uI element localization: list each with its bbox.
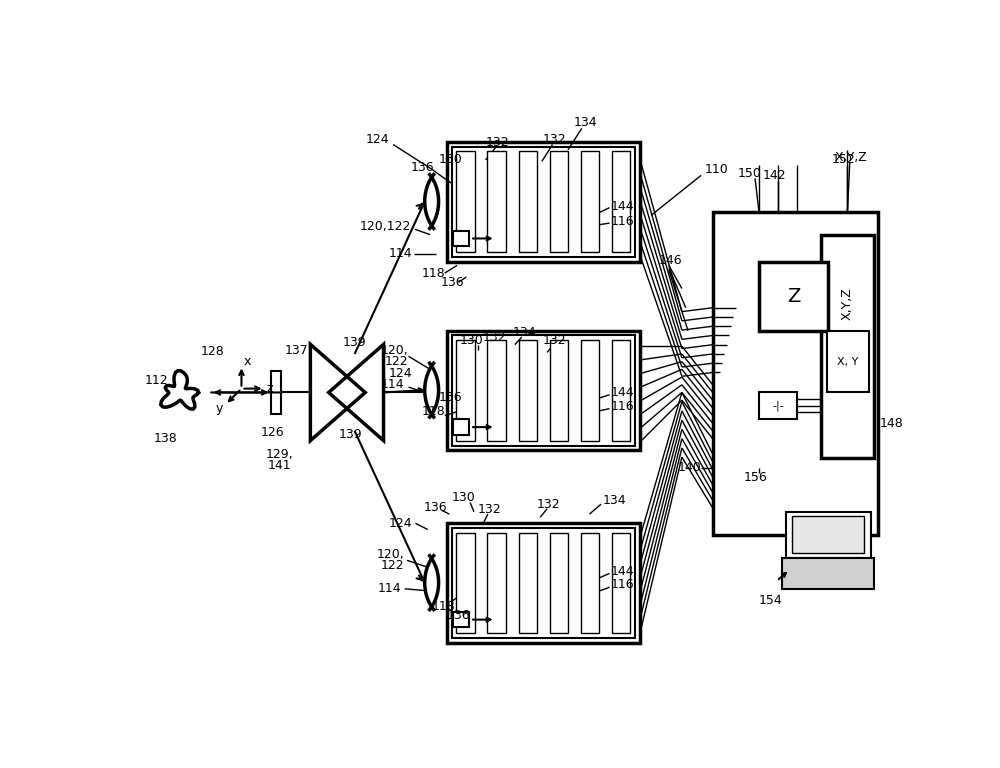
Text: 134: 134 [574, 117, 597, 130]
Text: 114: 114 [377, 582, 401, 595]
Text: 132: 132 [485, 136, 509, 149]
Bar [453, 230, 469, 247]
Text: 139: 139 [339, 429, 363, 442]
Text: 136: 136 [447, 609, 470, 622]
Bar [456, 340, 475, 441]
Text: 141: 141 [267, 459, 291, 472]
Bar [759, 392, 797, 419]
Text: 126: 126 [260, 426, 284, 439]
Text: 137: 137 [285, 343, 309, 356]
Text: 110: 110 [705, 163, 729, 176]
Text: 116: 116 [611, 215, 635, 228]
Text: 136: 136 [424, 502, 447, 515]
Text: 156: 156 [743, 471, 767, 484]
Text: Z: Z [787, 286, 800, 306]
Text: -|-: -|- [772, 400, 784, 411]
Text: 142: 142 [762, 169, 786, 182]
Text: 134: 134 [603, 494, 626, 507]
Text: 114: 114 [381, 379, 405, 391]
Bar [452, 336, 635, 445]
Text: 150: 150 [738, 167, 762, 180]
Bar [612, 151, 630, 253]
Text: y: y [215, 402, 223, 415]
Text: 148: 148 [880, 417, 904, 430]
Text: 130: 130 [452, 492, 476, 505]
Bar [612, 340, 630, 441]
Bar [581, 151, 599, 253]
Text: 146: 146 [659, 253, 682, 266]
Text: 118: 118 [422, 266, 446, 280]
Text: 116: 116 [611, 578, 635, 591]
Bar [782, 558, 874, 589]
Bar [447, 331, 640, 450]
Text: 132: 132 [483, 330, 507, 343]
Text: 118: 118 [422, 406, 446, 419]
Text: 132: 132 [537, 498, 561, 511]
Text: 130: 130 [439, 154, 463, 167]
Bar [792, 516, 864, 554]
Text: 138: 138 [154, 432, 178, 445]
Bar [612, 532, 630, 634]
Text: 120,122: 120,122 [360, 220, 411, 233]
Text: 114: 114 [389, 247, 413, 260]
Text: 136: 136 [441, 276, 464, 289]
Bar [519, 340, 537, 441]
Text: 122: 122 [385, 355, 409, 368]
Bar [581, 532, 599, 634]
Bar [487, 340, 506, 441]
Text: 144: 144 [611, 386, 635, 399]
Text: 116: 116 [611, 400, 635, 413]
Bar [453, 612, 469, 627]
Text: 130: 130 [460, 333, 484, 346]
Bar [447, 523, 640, 643]
Text: X,Y,Z: X,Y,Z [841, 287, 854, 320]
Bar [452, 147, 635, 257]
Bar [519, 151, 537, 253]
Text: 154: 154 [759, 594, 782, 607]
Text: 140: 140 [678, 462, 701, 475]
Text: 136: 136 [411, 161, 434, 174]
Bar [271, 371, 281, 414]
Text: X, Y: X, Y [837, 356, 858, 366]
Text: 144: 144 [611, 564, 635, 578]
Text: 132: 132 [543, 333, 567, 346]
Bar [487, 532, 506, 634]
Text: 124: 124 [389, 366, 412, 379]
Text: 120,: 120, [377, 548, 405, 561]
Bar [713, 211, 878, 535]
Text: 124: 124 [366, 134, 390, 147]
Bar [786, 511, 871, 558]
Text: 118: 118 [431, 600, 455, 613]
Text: 152: 152 [832, 154, 855, 167]
Bar [550, 151, 568, 253]
Text: 132: 132 [478, 503, 501, 516]
Text: 139: 139 [343, 336, 366, 349]
Text: 122: 122 [381, 559, 405, 572]
Text: 120,: 120, [381, 343, 409, 356]
Text: 128: 128 [200, 345, 224, 358]
Text: 144: 144 [611, 200, 635, 213]
Bar [550, 532, 568, 634]
Text: 134: 134 [512, 326, 536, 339]
Bar [519, 532, 537, 634]
Bar [487, 151, 506, 253]
Text: x: x [244, 355, 251, 368]
Text: X,Y,Z: X,Y,Z [835, 151, 868, 164]
Bar [820, 234, 874, 458]
Bar [827, 331, 869, 392]
Bar [447, 142, 640, 262]
Bar [453, 419, 469, 435]
Text: z: z [267, 382, 273, 395]
Text: 129,: 129, [265, 448, 293, 461]
Text: 132: 132 [543, 134, 567, 147]
Bar [581, 340, 599, 441]
Bar [550, 340, 568, 441]
Bar [456, 532, 475, 634]
Text: 112: 112 [145, 375, 169, 387]
Bar [456, 151, 475, 253]
Bar [759, 262, 828, 331]
Bar [452, 528, 635, 638]
Text: 124: 124 [389, 517, 412, 530]
Text: 136: 136 [439, 392, 463, 404]
